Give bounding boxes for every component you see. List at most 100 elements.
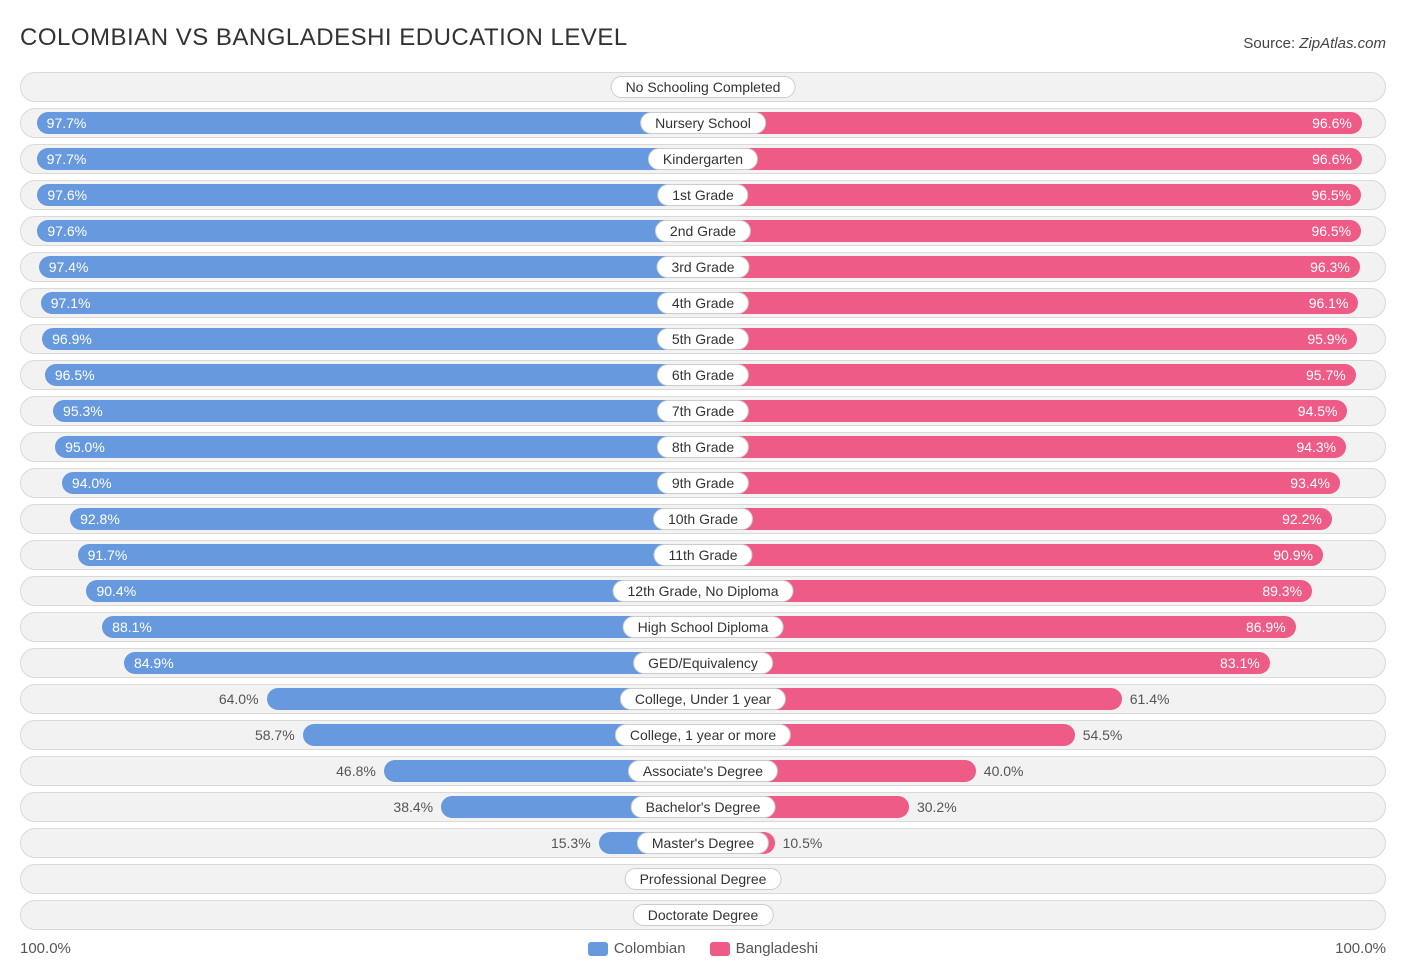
category-label: 6th Grade bbox=[657, 364, 749, 386]
pct-label-right: 61.4% bbox=[1130, 691, 1170, 707]
chart-row: 58.7% 54.5% College, 1 year or more bbox=[20, 720, 1386, 750]
category-label: Nursery School bbox=[640, 112, 766, 134]
category-label: GED/Equivalency bbox=[633, 652, 773, 674]
bar-left bbox=[124, 652, 703, 674]
pct-label-left: 92.8% bbox=[80, 511, 120, 527]
bar-left bbox=[70, 508, 703, 530]
pct-label-right: 96.5% bbox=[1311, 187, 1351, 203]
pct-label-left: 91.7% bbox=[88, 547, 128, 563]
row-right-half: 61.4% bbox=[703, 685, 1385, 713]
bar-left bbox=[39, 256, 703, 278]
bar-left bbox=[37, 112, 703, 134]
pct-label-right: 96.5% bbox=[1311, 223, 1351, 239]
bar-left bbox=[42, 328, 703, 350]
category-label: Bachelor's Degree bbox=[631, 796, 776, 818]
bar-right bbox=[703, 256, 1360, 278]
chart-row: 88.1%86.9%High School Diploma bbox=[20, 612, 1386, 642]
row-left-half: 95.3% bbox=[21, 397, 703, 425]
row-left-half: 96.5% bbox=[21, 361, 703, 389]
pct-label-left: 96.5% bbox=[55, 367, 95, 383]
row-right-half: 54.5% bbox=[703, 721, 1385, 749]
axis-max-left: 100.0% bbox=[20, 940, 71, 957]
row-left-half: 97.4% bbox=[21, 253, 703, 281]
row-right-half: 94.3% bbox=[703, 433, 1385, 461]
row-right-half: 95.7% bbox=[703, 361, 1385, 389]
chart-title: COLOMBIAN VS BANGLADESHI EDUCATION LEVEL bbox=[20, 24, 628, 52]
pct-label-right: 86.9% bbox=[1246, 619, 1286, 635]
bar-right bbox=[703, 508, 1332, 530]
legend: Colombian Bangladeshi bbox=[71, 940, 1335, 957]
chart-row: 97.7%96.6%Kindergarten bbox=[20, 144, 1386, 174]
category-label: 1st Grade bbox=[657, 184, 748, 206]
pct-label-left: 94.0% bbox=[72, 475, 112, 491]
bar-left bbox=[45, 364, 703, 386]
legend-swatch-left bbox=[588, 942, 608, 956]
row-left-half: 88.1% bbox=[21, 613, 703, 641]
legend-label-right: Bangladeshi bbox=[736, 940, 819, 957]
category-label: 5th Grade bbox=[657, 328, 749, 350]
pct-label-left: 58.7% bbox=[255, 727, 295, 743]
bar-right bbox=[703, 292, 1358, 314]
pct-label-right: 96.1% bbox=[1309, 295, 1349, 311]
chart-row: 97.6% 96.5% 1st Grade bbox=[20, 180, 1386, 210]
bar-left bbox=[86, 580, 703, 602]
bar-left bbox=[53, 400, 703, 422]
chart-header: COLOMBIAN VS BANGLADESHI EDUCATION LEVEL… bbox=[20, 24, 1386, 52]
pct-label-right: 93.4% bbox=[1290, 475, 1330, 491]
row-right-half: 96.6% bbox=[703, 109, 1385, 137]
pct-label-right: 40.0% bbox=[984, 763, 1024, 779]
bar-right bbox=[703, 220, 1361, 242]
legend-swatch-right bbox=[710, 942, 730, 956]
chart-row: 97.6% 96.5% 2nd Grade bbox=[20, 216, 1386, 246]
row-right-half: 1.2% bbox=[703, 901, 1385, 929]
pct-label-left: 96.9% bbox=[52, 331, 92, 347]
category-label: College, 1 year or more bbox=[615, 724, 791, 746]
category-label: 3rd Grade bbox=[656, 256, 749, 278]
row-left-half: 84.9% bbox=[21, 649, 703, 677]
pct-label-left: 97.6% bbox=[47, 223, 87, 239]
chart-row: 90.4%89.3%12th Grade, No Diploma bbox=[20, 576, 1386, 606]
chart-row: 95.0% 94.3%8th Grade bbox=[20, 432, 1386, 462]
diverging-bar-chart: COLOMBIAN VS BANGLADESHI EDUCATION LEVEL… bbox=[0, 0, 1406, 967]
pct-label-left: 90.4% bbox=[96, 583, 136, 599]
pct-label-left: 95.0% bbox=[65, 439, 105, 455]
chart-row: 92.8% 92.2% 10th Grade bbox=[20, 504, 1386, 534]
category-label: 10th Grade bbox=[653, 508, 753, 530]
row-right-half: 30.2% bbox=[703, 793, 1385, 821]
pct-label-left: 95.3% bbox=[63, 403, 103, 419]
category-label: Doctorate Degree bbox=[633, 904, 774, 926]
category-label: No Schooling Completed bbox=[611, 76, 796, 98]
row-left-half: 97.6% bbox=[21, 181, 703, 209]
category-label: 12th Grade, No Diploma bbox=[613, 580, 794, 602]
pct-label-right: 96.3% bbox=[1310, 259, 1350, 275]
row-left-half: 97.6% bbox=[21, 217, 703, 245]
row-left-half: 2.3% bbox=[21, 73, 703, 101]
row-right-half: 95.9% bbox=[703, 325, 1385, 353]
bar-left bbox=[37, 220, 703, 242]
bar-right bbox=[703, 544, 1323, 566]
category-label: 2nd Grade bbox=[655, 220, 751, 242]
chart-row: 97.1%96.1%4th Grade bbox=[20, 288, 1386, 318]
pct-label-left: 97.4% bbox=[49, 259, 89, 275]
legend-item-right: Bangladeshi bbox=[710, 940, 819, 957]
row-right-half: 86.9% bbox=[703, 613, 1385, 641]
category-label: 8th Grade bbox=[657, 436, 749, 458]
category-label: Kindergarten bbox=[648, 148, 758, 170]
row-left-half: 15.3% bbox=[21, 829, 703, 857]
row-right-half: 93.4% bbox=[703, 469, 1385, 497]
chart-row: 94.0%93.4%9th Grade bbox=[20, 468, 1386, 498]
row-right-half: 96.5% bbox=[703, 181, 1385, 209]
pct-label-right: 92.2% bbox=[1282, 511, 1322, 527]
pct-label-right: 30.2% bbox=[917, 799, 957, 815]
bar-left bbox=[55, 436, 703, 458]
pct-label-left: 64.0% bbox=[219, 691, 259, 707]
row-left-half: 97.7% bbox=[21, 145, 703, 173]
row-left-half: 38.4% bbox=[21, 793, 703, 821]
bar-right bbox=[703, 472, 1340, 494]
pct-label-right: 54.5% bbox=[1083, 727, 1123, 743]
chart-source: Source: ZipAtlas.com bbox=[1243, 35, 1386, 52]
bar-left bbox=[62, 472, 703, 494]
chart-footer: 100.0% Colombian Bangladeshi 100.0% bbox=[20, 940, 1386, 957]
chart-row: 2.3%3.5%No Schooling Completed bbox=[20, 72, 1386, 102]
row-right-half: 83.1% bbox=[703, 649, 1385, 677]
